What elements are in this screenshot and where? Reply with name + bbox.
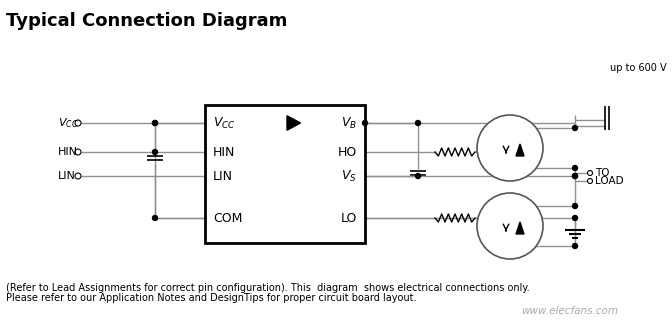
Polygon shape — [287, 116, 300, 130]
Text: LOAD: LOAD — [595, 176, 624, 186]
Text: Typical Connection Diagram: Typical Connection Diagram — [6, 12, 288, 30]
Circle shape — [587, 179, 593, 183]
Text: $V_{CC}$: $V_{CC}$ — [213, 115, 236, 130]
Text: www.elecfans.com: www.elecfans.com — [521, 306, 618, 316]
Circle shape — [415, 173, 421, 179]
Text: HIN: HIN — [58, 147, 78, 157]
Text: LO: LO — [341, 212, 357, 224]
Circle shape — [415, 120, 421, 126]
Circle shape — [153, 120, 157, 126]
Circle shape — [75, 173, 81, 179]
Circle shape — [153, 150, 157, 154]
Bar — [205, 105, 365, 243]
Text: $V_S$: $V_S$ — [341, 169, 357, 183]
Circle shape — [75, 149, 81, 155]
Text: HO: HO — [338, 145, 357, 159]
Text: (Refer to Lead Assignments for correct pin configuration). This  diagram  shows : (Refer to Lead Assignments for correct p… — [6, 283, 530, 293]
Text: LIN: LIN — [213, 170, 233, 182]
Circle shape — [75, 120, 81, 126]
Polygon shape — [516, 144, 524, 156]
Text: $V_{CC}$: $V_{CC}$ — [58, 116, 79, 130]
Text: $V_B$: $V_B$ — [341, 115, 357, 130]
Circle shape — [573, 215, 577, 221]
Circle shape — [573, 203, 577, 209]
Polygon shape — [516, 222, 524, 234]
Circle shape — [573, 165, 577, 171]
Text: HIN: HIN — [213, 145, 235, 159]
Text: Please refer to our Application Notes and DesignTips for proper circuit board la: Please refer to our Application Notes an… — [6, 293, 417, 303]
Circle shape — [573, 126, 577, 130]
Circle shape — [153, 120, 157, 126]
Circle shape — [587, 171, 593, 175]
Circle shape — [477, 115, 543, 181]
Text: COM: COM — [213, 212, 243, 224]
Circle shape — [573, 173, 577, 179]
Text: LIN: LIN — [58, 171, 76, 181]
Text: up to 600 V: up to 600 V — [610, 63, 667, 73]
Circle shape — [362, 120, 368, 126]
Circle shape — [573, 173, 577, 179]
Text: TO: TO — [595, 168, 610, 178]
Circle shape — [153, 215, 157, 221]
Circle shape — [573, 244, 577, 248]
Circle shape — [477, 193, 543, 259]
